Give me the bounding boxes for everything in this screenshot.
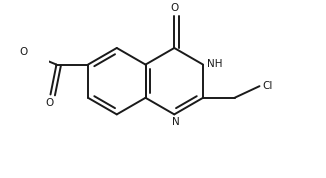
Text: N: N [172, 117, 180, 127]
Text: O: O [170, 3, 178, 13]
Text: NH: NH [207, 59, 222, 69]
Text: O: O [46, 98, 54, 108]
Text: O: O [19, 47, 27, 57]
Text: Cl: Cl [262, 81, 273, 91]
